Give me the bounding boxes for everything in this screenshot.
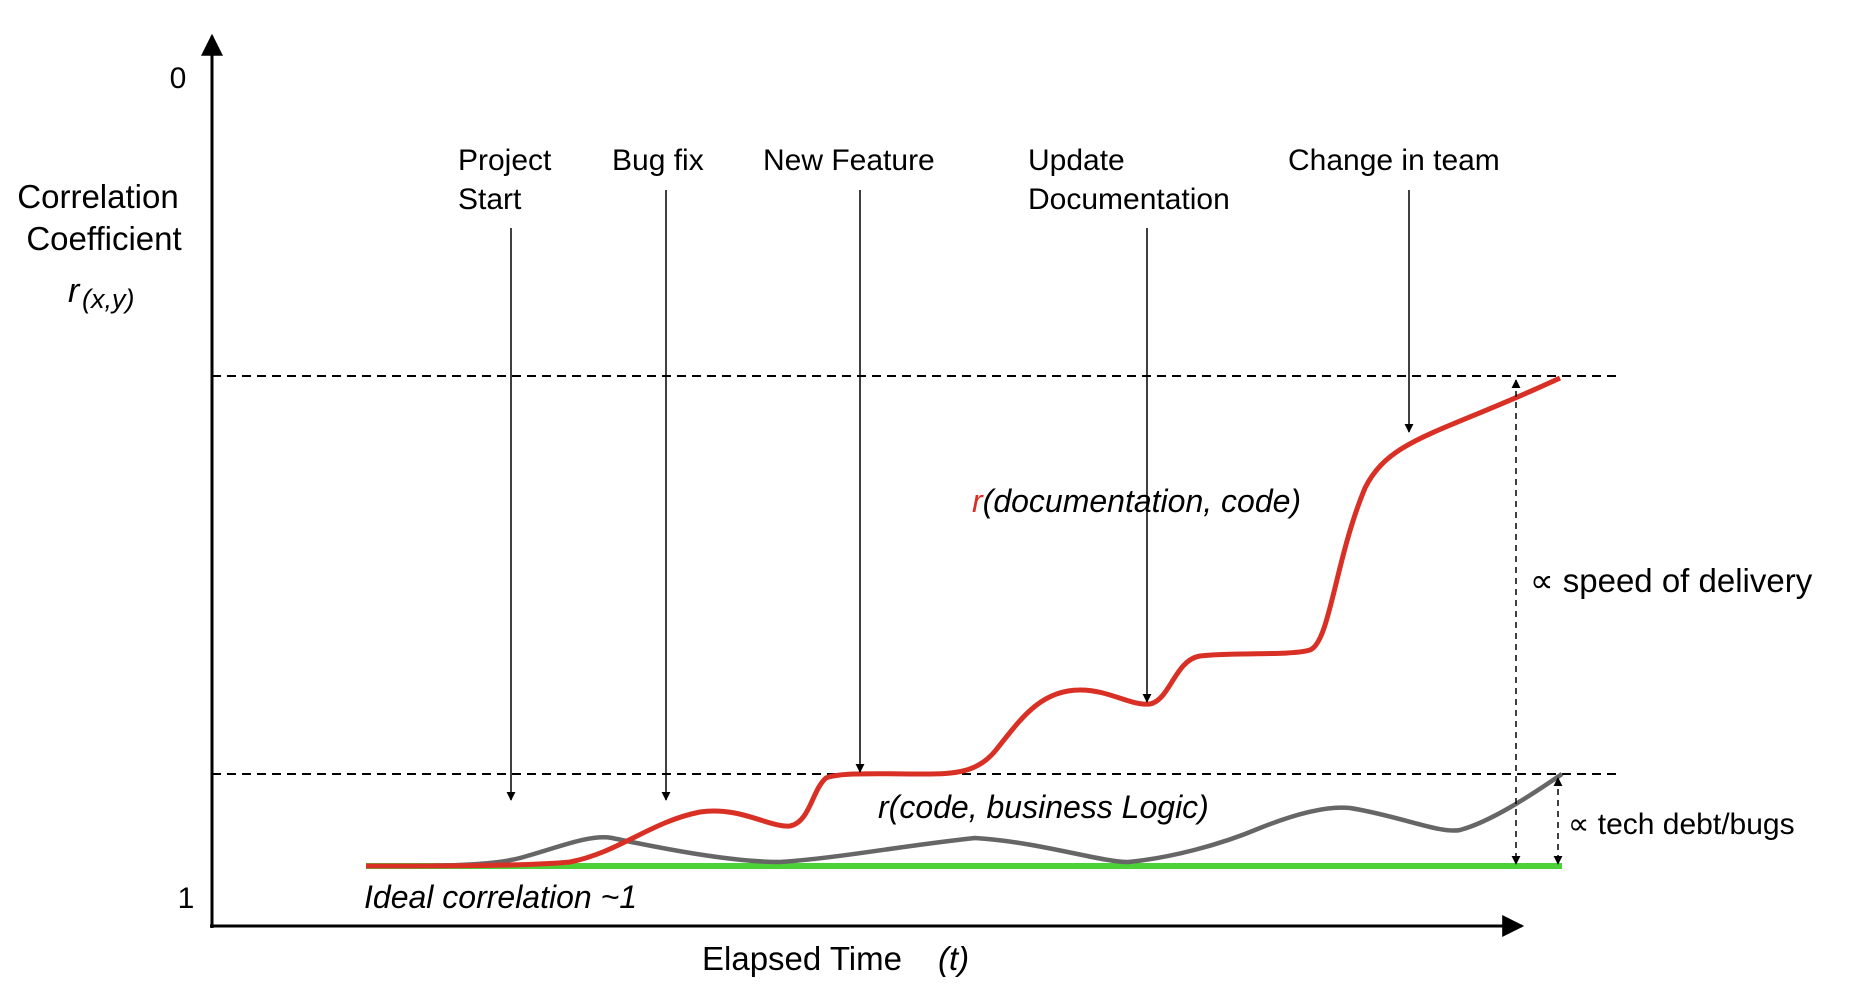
- event-bug-fix-label: Bug fix: [612, 144, 704, 177]
- code-curve-label: r(code, business Logic): [878, 789, 1209, 825]
- x-axis-label: Elapsed Time: [702, 940, 902, 977]
- documentation-code-curve: [365, 375, 1562, 869]
- event-update-documentation-line1: Update: [1028, 144, 1125, 177]
- event-new-feature-label: New Feature: [763, 144, 935, 177]
- y-axis-label-line2: Coefficient: [26, 220, 181, 257]
- tech-debt-label: ∝ tech debt/bugs: [1568, 808, 1795, 841]
- event-project-start-line2: Start: [458, 183, 522, 216]
- x-axis-label-var: (t): [938, 940, 969, 977]
- y-tick-top: 0: [170, 62, 187, 95]
- code-business-curve: [365, 772, 1564, 869]
- event-change-in-team-label: Change in team: [1288, 144, 1500, 177]
- y-axis-symbol: r: [68, 272, 81, 310]
- y-axis-symbol-sub: (x,y): [82, 284, 134, 314]
- speed-of-delivery-label: ∝ speed of delivery: [1530, 562, 1813, 599]
- doc-curve-label-text: (documentation, code): [983, 483, 1301, 519]
- event-update-documentation-line2: Documentation: [1028, 183, 1230, 216]
- doc-curve-label-prefix: r: [972, 483, 984, 519]
- doc-curve-label: r(documentation, code): [972, 483, 1301, 519]
- event-project-start-line1: Project: [458, 144, 552, 177]
- ideal-correlation-label: Ideal correlation ~1: [364, 879, 637, 915]
- y-tick-bottom: 1: [178, 882, 195, 915]
- y-axis-label-line1: Correlation: [17, 178, 178, 215]
